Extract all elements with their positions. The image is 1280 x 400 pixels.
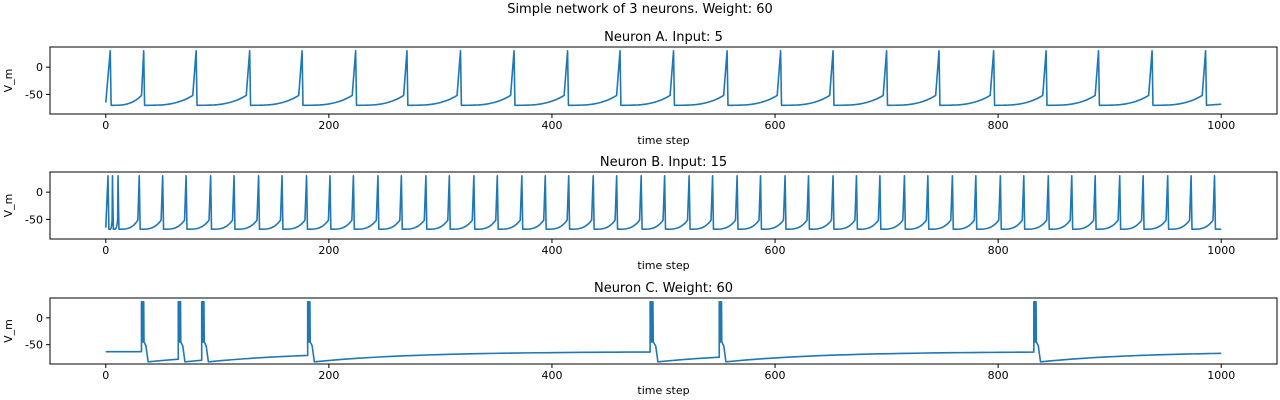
subplot-title: Neuron A. Input: 5 bbox=[604, 30, 723, 45]
y-tick-label: 0 bbox=[36, 61, 43, 74]
voltage-trace bbox=[104, 175, 1222, 230]
x-tick-label: 600 bbox=[765, 119, 786, 132]
x-tick-label: 200 bbox=[318, 244, 339, 257]
subplot-c: 0 200 400 600 800 1000 0 -50 Neuron C. Weight: 6… bbox=[2, 281, 1278, 397]
x-axis-label: time step bbox=[637, 259, 689, 272]
x-tick-label: 600 bbox=[765, 244, 786, 257]
y-tick-label: -50 bbox=[25, 339, 43, 352]
x-tick-label: 200 bbox=[318, 119, 339, 132]
x-tick-label: 400 bbox=[541, 369, 562, 382]
y-axis-label: V_m bbox=[2, 69, 15, 93]
subplot-a: 0 200 400 600 800 1000 0 -50 Neuron A. Input: 5 t… bbox=[2, 30, 1278, 147]
y-tick-label: 0 bbox=[36, 312, 43, 325]
x-tick-label: 0 bbox=[102, 244, 109, 257]
x-axis-label: time step bbox=[637, 384, 689, 397]
x-axis-label: time step bbox=[637, 134, 689, 147]
x-tick-label: 1000 bbox=[1207, 119, 1235, 132]
x-tick-label: 400 bbox=[541, 244, 562, 257]
y-tick-label: -50 bbox=[25, 213, 43, 226]
x-tick-label: 800 bbox=[988, 369, 1009, 382]
plot-frame bbox=[49, 46, 1278, 115]
x-tick-label: 0 bbox=[102, 119, 109, 132]
subplot-title: Neuron B. Input: 15 bbox=[600, 155, 727, 170]
subplot-b: 0 200 400 600 800 1000 0 -50 Neuron B. Input: 15… bbox=[2, 155, 1278, 272]
y-tick-label: -50 bbox=[25, 88, 43, 101]
x-tick-label: 600 bbox=[765, 369, 786, 382]
subplot-title: Neuron C. Weight: 60 bbox=[594, 281, 733, 296]
x-tick-label: 400 bbox=[541, 119, 562, 132]
x-tick-label: 1000 bbox=[1207, 369, 1235, 382]
x-tick-label: 800 bbox=[988, 119, 1009, 132]
y-axis-label: V_m bbox=[2, 319, 15, 343]
x-tick-label: 200 bbox=[318, 369, 339, 382]
voltage-trace bbox=[105, 300, 1222, 363]
x-tick-label: 1000 bbox=[1207, 244, 1235, 257]
y-axis-label: V_m bbox=[2, 194, 15, 218]
y-tick-label: 0 bbox=[36, 186, 43, 199]
x-tick-label: 0 bbox=[102, 369, 109, 382]
x-tick-label: 800 bbox=[988, 244, 1009, 257]
plot-frame bbox=[49, 297, 1278, 365]
figure-title: Simple network of 3 neurons. Weight: 60 bbox=[507, 2, 773, 17]
plot-frame bbox=[49, 171, 1278, 240]
voltage-trace bbox=[104, 50, 1222, 107]
